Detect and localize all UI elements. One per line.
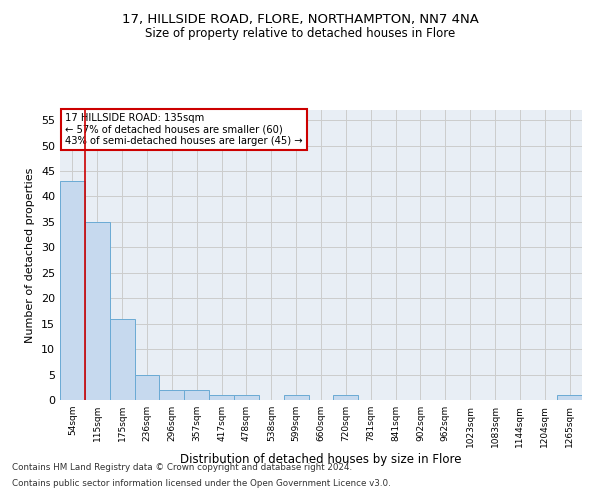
Bar <box>85 222 110 400</box>
Bar <box>184 390 209 400</box>
Bar <box>160 390 184 400</box>
Bar <box>284 395 308 400</box>
Bar <box>134 374 160 400</box>
Bar <box>334 395 358 400</box>
Bar <box>234 395 259 400</box>
X-axis label: Distribution of detached houses by size in Flore: Distribution of detached houses by size … <box>180 452 462 466</box>
Text: Contains public sector information licensed under the Open Government Licence v3: Contains public sector information licen… <box>12 478 391 488</box>
Text: Size of property relative to detached houses in Flore: Size of property relative to detached ho… <box>145 28 455 40</box>
Text: 17 HILLSIDE ROAD: 135sqm
← 57% of detached houses are smaller (60)
43% of semi-d: 17 HILLSIDE ROAD: 135sqm ← 57% of detach… <box>65 113 303 146</box>
Bar <box>557 395 582 400</box>
Y-axis label: Number of detached properties: Number of detached properties <box>25 168 35 342</box>
Text: Contains HM Land Registry data © Crown copyright and database right 2024.: Contains HM Land Registry data © Crown c… <box>12 464 352 472</box>
Bar <box>110 318 134 400</box>
Text: 17, HILLSIDE ROAD, FLORE, NORTHAMPTON, NN7 4NA: 17, HILLSIDE ROAD, FLORE, NORTHAMPTON, N… <box>122 12 478 26</box>
Bar <box>209 395 234 400</box>
Bar <box>60 181 85 400</box>
